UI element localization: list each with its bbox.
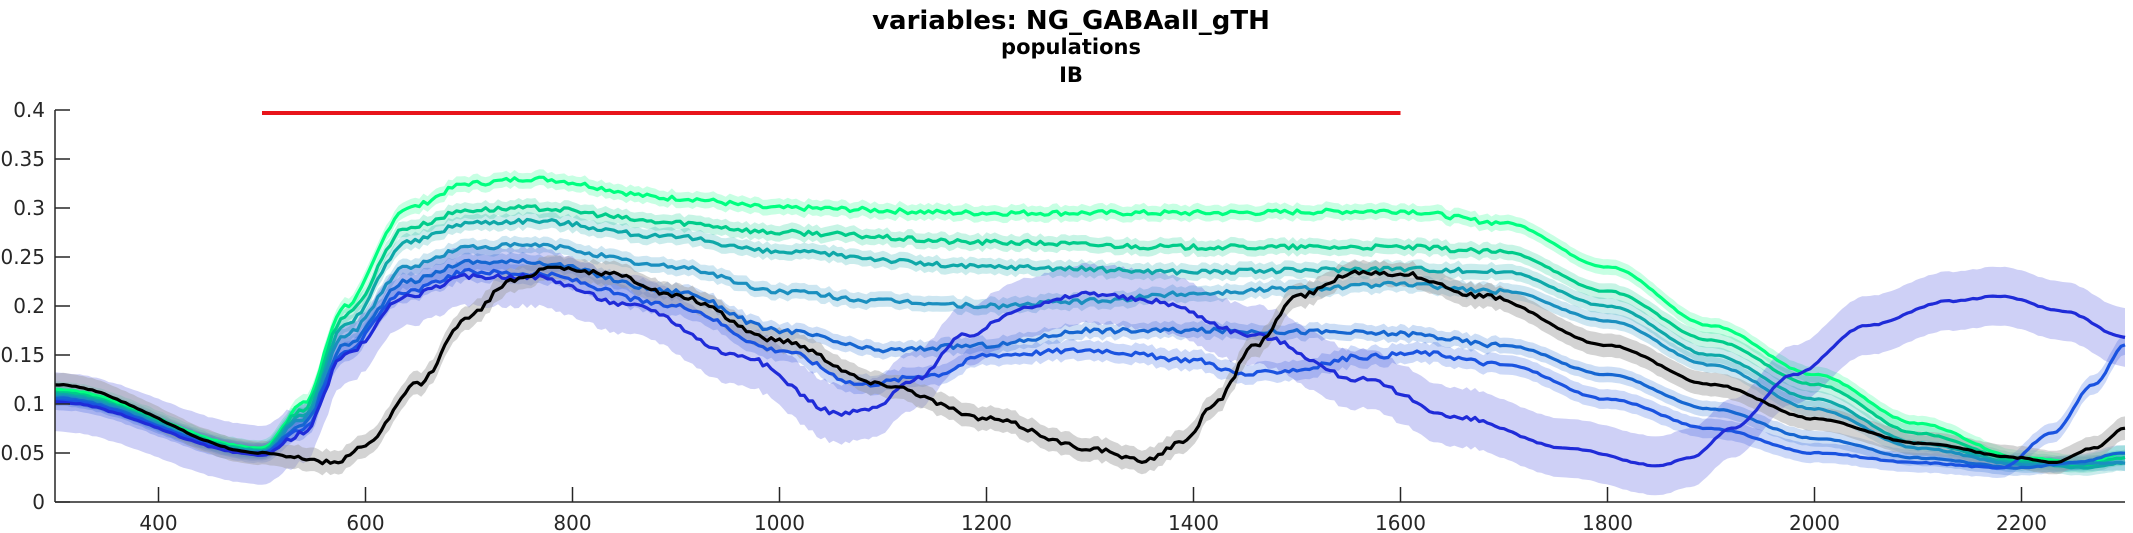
series-band-7 xyxy=(55,245,2125,496)
y-tick-label-6: 0.3 xyxy=(13,196,45,220)
chart-title: variables: NG_GABAall_gTH xyxy=(872,6,1270,36)
y-tick-label-1: 0.05 xyxy=(0,441,45,465)
series-line-7 xyxy=(54,272,2126,468)
x-tick-label-800: 800 xyxy=(553,511,591,533)
chart-subtitle-ib: IB xyxy=(1059,63,1083,87)
chart-subtitle-populations: populations xyxy=(1001,35,1141,59)
series-line-4 xyxy=(54,241,2126,467)
series-line-5 xyxy=(54,258,2126,470)
x-tick-label-1400: 1400 xyxy=(1168,511,1219,533)
x-tick-label-2000: 2000 xyxy=(1789,511,1840,533)
series-lines xyxy=(54,175,2126,470)
series-band-2 xyxy=(55,198,2125,473)
y-tick-label-2: 0.1 xyxy=(13,392,45,416)
y-tick-label-3: 0.15 xyxy=(0,343,45,367)
x-tick-label-1600: 1600 xyxy=(1375,511,1426,533)
series-line-8 xyxy=(54,265,2126,466)
x-tick-label-1800: 1800 xyxy=(1582,511,1633,533)
y-tick-label-8: 0.4 xyxy=(13,98,45,122)
series-line-3 xyxy=(54,217,2126,470)
x-tick-label-1200: 1200 xyxy=(961,511,1012,533)
y-tick-label-5: 0.25 xyxy=(0,245,45,269)
series-band-1 xyxy=(55,169,2125,471)
y-tick-label-0: 0 xyxy=(32,490,45,514)
y-tick-label-7: 0.35 xyxy=(0,147,45,171)
y-tick-label-4: 0.2 xyxy=(13,294,45,318)
x-tick-label-600: 600 xyxy=(346,511,384,533)
series-line-2 xyxy=(54,204,2126,467)
x-tick-label-1000: 1000 xyxy=(754,511,805,533)
series-line-1 xyxy=(55,175,2126,465)
series-line-6 xyxy=(54,267,2126,470)
x-tick-label-400: 400 xyxy=(139,511,177,533)
axes: 400 600 800 1000 1200 1400 1600 1800 2000 2200 0 0.… xyxy=(0,98,2125,533)
x-tick-label-2200: 2200 xyxy=(1996,511,2047,533)
title-group: variables: NG_GABAall_gTH populations IB xyxy=(872,6,1270,87)
